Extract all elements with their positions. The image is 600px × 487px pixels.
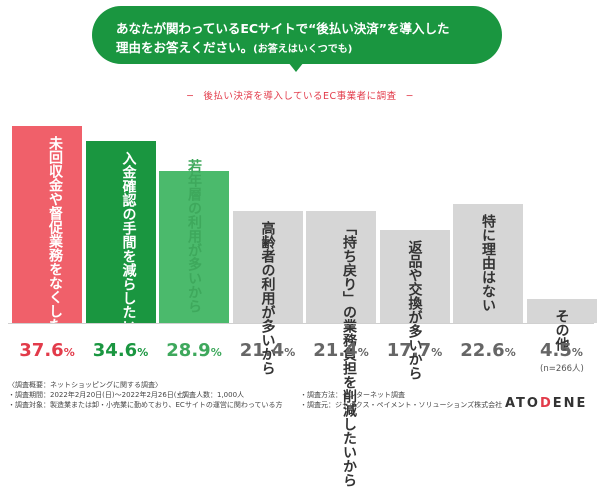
- bar-label-6: 返品や交換が多いから: [406, 240, 423, 381]
- question-text: 理由をお答えください。: [116, 40, 254, 55]
- value-label-3: 28.9%: [166, 340, 222, 361]
- bar-3: [159, 171, 229, 323]
- bar-label-3: 若年層の利用が多いから: [186, 159, 202, 314]
- value-label-5: 21.4%: [313, 340, 369, 361]
- question-note: (お答えはいくつでも): [253, 44, 353, 55]
- bubble-tail: [288, 62, 304, 72]
- bar-label-4: 高齢者の利用が多いから: [259, 220, 276, 375]
- bar-5: [306, 210, 376, 323]
- value-label-2: 34.6%: [92, 340, 149, 361]
- footer-header: 〈調査概要：ネットショッピングに関する調査〉: [8, 381, 162, 389]
- footer-count: ・調査人数：1,000人: [175, 391, 245, 399]
- bar-label-7: 特に理由はない: [480, 214, 496, 313]
- bar-7: [453, 204, 523, 323]
- logo-part-2: D: [539, 396, 553, 411]
- value-label-1: 37.6%: [19, 340, 75, 361]
- bar-6: [379, 230, 450, 323]
- question-line-2: 理由をお答えください。(お答えはいくつでも): [116, 37, 352, 56]
- sample-size-note: (n=266人): [540, 364, 584, 374]
- footer-period: ・調査期間：2022年2月20日(日)〜2022年2月26日(土): [8, 391, 187, 399]
- footer-method: ・調査方法：インターネット調査: [300, 391, 405, 399]
- bar-1: [12, 125, 82, 323]
- question-line-1: あなたが関わっているECサイトで“後払い決済”を導入した: [116, 21, 450, 36]
- bar-4: [232, 210, 303, 323]
- bar-label-5: 「持ち戻り」の業務負担を削減したいから: [341, 220, 357, 487]
- value-label-8: 4.5%: [540, 340, 583, 361]
- footer-source: ・調査元：ジャックス・ペイメント・ソリューションズ株式会社: [300, 401, 503, 409]
- bar-label-2: 入金確認の手間を減らしたいから: [120, 151, 137, 362]
- logo-part-3: ENE: [552, 396, 588, 411]
- bar-2: [85, 141, 156, 323]
- bar-8: [526, 299, 597, 323]
- logo-part-1: ATO: [505, 396, 540, 411]
- question-bubble: あなたが関わっているECサイトで“後払い決済”を導入した 理由をお答えください。…: [92, 6, 502, 64]
- footer-target: ・調査対象：製造業または卸・小売業に勤めており、ECサイトの運営に関わっている方: [8, 401, 283, 409]
- subtitle: ─ 後払い決済を導入しているEC事業者に調査 ─: [187, 91, 413, 102]
- atodene-logo: ATODENE: [505, 396, 587, 411]
- value-label-6: 17.7%: [386, 340, 443, 361]
- bar-label-1: 未回収金や督促業務をなくしたいから: [47, 135, 63, 374]
- baseline: [8, 323, 594, 324]
- value-label-4: 21.4%: [239, 340, 296, 361]
- value-label-7: 22.6%: [460, 340, 516, 361]
- bar-label-8: その他: [553, 309, 570, 352]
